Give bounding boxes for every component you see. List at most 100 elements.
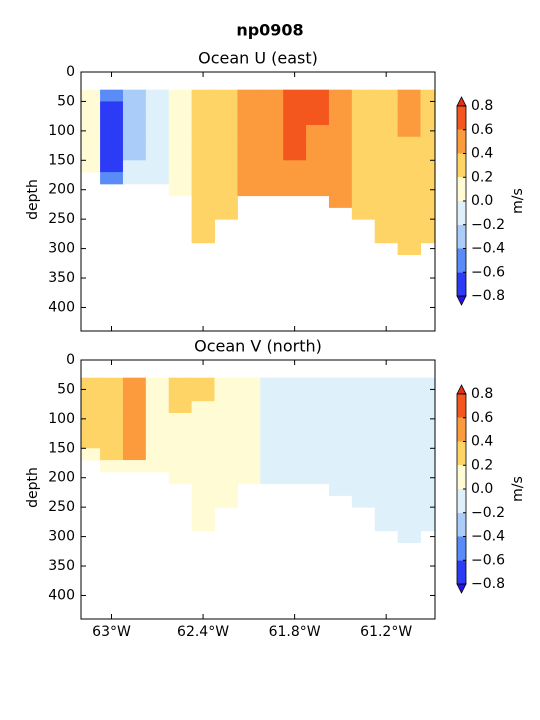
- contour-cell: [351, 195, 376, 208]
- contour-cell: [191, 483, 216, 496]
- contour-cell: [100, 172, 124, 185]
- contour-cell: [306, 377, 330, 390]
- contour-cell: [122, 113, 147, 126]
- contour-cell: [122, 160, 147, 173]
- contour-cell: [374, 424, 399, 438]
- contour-cell: [214, 89, 238, 102]
- contour-cell: [397, 195, 422, 208]
- contour-cell: [328, 460, 353, 473]
- contour-cell: [260, 172, 284, 185]
- contour-cell: [145, 89, 170, 102]
- y-tick-label: 300: [48, 529, 75, 545]
- contour-cell: [397, 160, 422, 173]
- colorbar-swatch: [457, 153, 466, 178]
- colorbar-swatch: [457, 224, 466, 249]
- contour-cell: [145, 124, 170, 138]
- contour-cell: [351, 460, 376, 473]
- contour-cell: [122, 436, 147, 449]
- contour-cell: [191, 89, 216, 102]
- x-tick-label: 61.8°W: [269, 624, 321, 640]
- contour-cell: [100, 389, 124, 402]
- contour-cell: [145, 377, 170, 390]
- contour-cell: [260, 124, 284, 138]
- contour-cell: [397, 401, 422, 414]
- contour-cell: [168, 183, 193, 197]
- contour-cell: [81, 424, 101, 438]
- contour-cell: [191, 412, 216, 426]
- y-tick-label: 350: [48, 270, 75, 286]
- colorbar-swatch: [457, 106, 466, 130]
- colorbar-tick-label: 0.8: [471, 98, 493, 114]
- contour-cell: [191, 230, 216, 244]
- colorbar-tick-label: 0.2: [471, 457, 493, 473]
- contour-cell: [168, 148, 193, 161]
- contour-cell: [168, 412, 193, 426]
- contour-cell: [283, 136, 307, 150]
- contour-cell: [191, 507, 216, 520]
- contour-cell: [145, 448, 170, 461]
- contour-cell: [283, 460, 307, 473]
- contour-cell: [283, 148, 307, 161]
- contour-cell: [237, 183, 261, 197]
- contour-cell: [260, 436, 284, 449]
- contour-cell: [397, 389, 422, 402]
- contour-cell: [397, 230, 422, 244]
- contour-cell: [191, 471, 216, 485]
- contour-cell: [420, 195, 435, 208]
- contour-cell: [122, 101, 147, 114]
- colorbar-tick-label: 0.0: [471, 481, 493, 497]
- contour-cell: [328, 148, 353, 161]
- contour-cell: [328, 424, 353, 438]
- contour-cell: [397, 183, 422, 197]
- contour-cell: [397, 436, 422, 449]
- contour-cell: [122, 412, 147, 426]
- contour-cell: [122, 460, 147, 473]
- contour-cell: [214, 136, 238, 150]
- colorbar-extend-over: [456, 384, 467, 395]
- contour-cell: [328, 136, 353, 150]
- contour-cell: [81, 389, 101, 402]
- colorbar-label: m/s: [510, 188, 526, 214]
- contour-cell: [397, 448, 422, 461]
- contour-cell: [306, 148, 330, 161]
- contour-cell: [374, 183, 399, 197]
- contour-cell: [351, 448, 376, 461]
- colorbar-swatch: [457, 394, 466, 418]
- contour-cell: [397, 483, 422, 496]
- colorbar-swatch: [457, 417, 466, 442]
- contour-cell: [397, 113, 422, 126]
- contour-cell: [237, 148, 261, 161]
- contour-cell: [420, 183, 435, 197]
- contour-cell: [420, 401, 435, 414]
- contour-cell: [283, 448, 307, 461]
- contour-cell: [283, 101, 307, 114]
- contour-cell: [283, 436, 307, 449]
- contour-cell: [237, 160, 261, 173]
- contour-cell: [328, 436, 353, 449]
- contour-cell: [306, 89, 330, 102]
- contour-cell: [81, 101, 101, 114]
- contour-cell: [374, 507, 399, 520]
- contour-cell: [260, 389, 284, 402]
- contour-cell: [420, 471, 435, 485]
- contour-cell: [214, 412, 238, 426]
- contour-cell: [100, 460, 124, 473]
- contour-cell: [168, 389, 193, 402]
- contour-cell: [237, 101, 261, 114]
- contour-cell: [283, 424, 307, 438]
- field: [81, 377, 435, 543]
- contour-cell: [122, 448, 147, 461]
- colorbar-swatch: [457, 201, 466, 225]
- contour-cell: [328, 412, 353, 426]
- contour-cell: [283, 471, 307, 485]
- contour-cell: [351, 483, 376, 496]
- contour-cell: [260, 448, 284, 461]
- contour-cell: [374, 136, 399, 150]
- contour-cell: [351, 436, 376, 449]
- contour-cell: [81, 448, 101, 461]
- axes-frame: [80, 359, 436, 620]
- contour-cell: [328, 183, 353, 197]
- contour-cell: [237, 89, 261, 102]
- contour-cell: [214, 101, 238, 114]
- contour-cell: [122, 148, 147, 161]
